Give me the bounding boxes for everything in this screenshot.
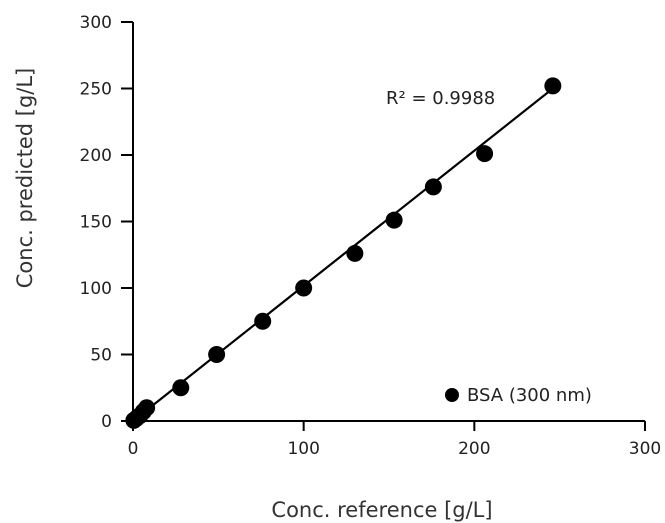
y-axis-ticks: 0 50 100 150 200 250 300 xyxy=(80,13,133,432)
x-tick-label: 200 xyxy=(458,439,490,459)
y-tick-label: 250 xyxy=(80,80,112,100)
legend: BSA (300 nm) xyxy=(445,385,592,406)
y-tick-label: 200 xyxy=(80,146,112,166)
trendline-group xyxy=(132,87,554,422)
data-point xyxy=(138,399,156,417)
trendline xyxy=(132,87,554,422)
y-tick-label: 100 xyxy=(80,279,112,299)
legend-marker-bsa xyxy=(445,388,459,402)
y-tick-label: 150 xyxy=(80,213,112,233)
data-point xyxy=(544,77,562,95)
y-tick-label: 300 xyxy=(80,13,112,33)
y-axis-title: Conc. predicted [g/L] xyxy=(13,68,37,289)
y-tick-label: 50 xyxy=(90,346,112,366)
data-point xyxy=(208,346,226,363)
data-point xyxy=(172,379,190,397)
x-axis-ticks: 0 100 200 300 xyxy=(128,421,661,459)
data-point xyxy=(476,145,494,163)
x-tick-label: 0 xyxy=(128,439,139,459)
data-point xyxy=(385,211,403,229)
x-tick-label: 300 xyxy=(629,439,661,459)
r-squared-annotation: R² = 0.9988 xyxy=(386,88,495,109)
x-axis-title: Conc. reference [g/L] xyxy=(271,498,492,522)
x-tick-label: 100 xyxy=(287,439,319,459)
data-points xyxy=(125,77,562,429)
legend-label-bsa: BSA (300 nm) xyxy=(467,385,592,406)
data-point xyxy=(295,279,313,297)
data-point xyxy=(346,244,364,262)
data-point xyxy=(424,178,442,196)
data-point xyxy=(254,312,272,330)
y-tick-label: 0 xyxy=(101,412,112,432)
